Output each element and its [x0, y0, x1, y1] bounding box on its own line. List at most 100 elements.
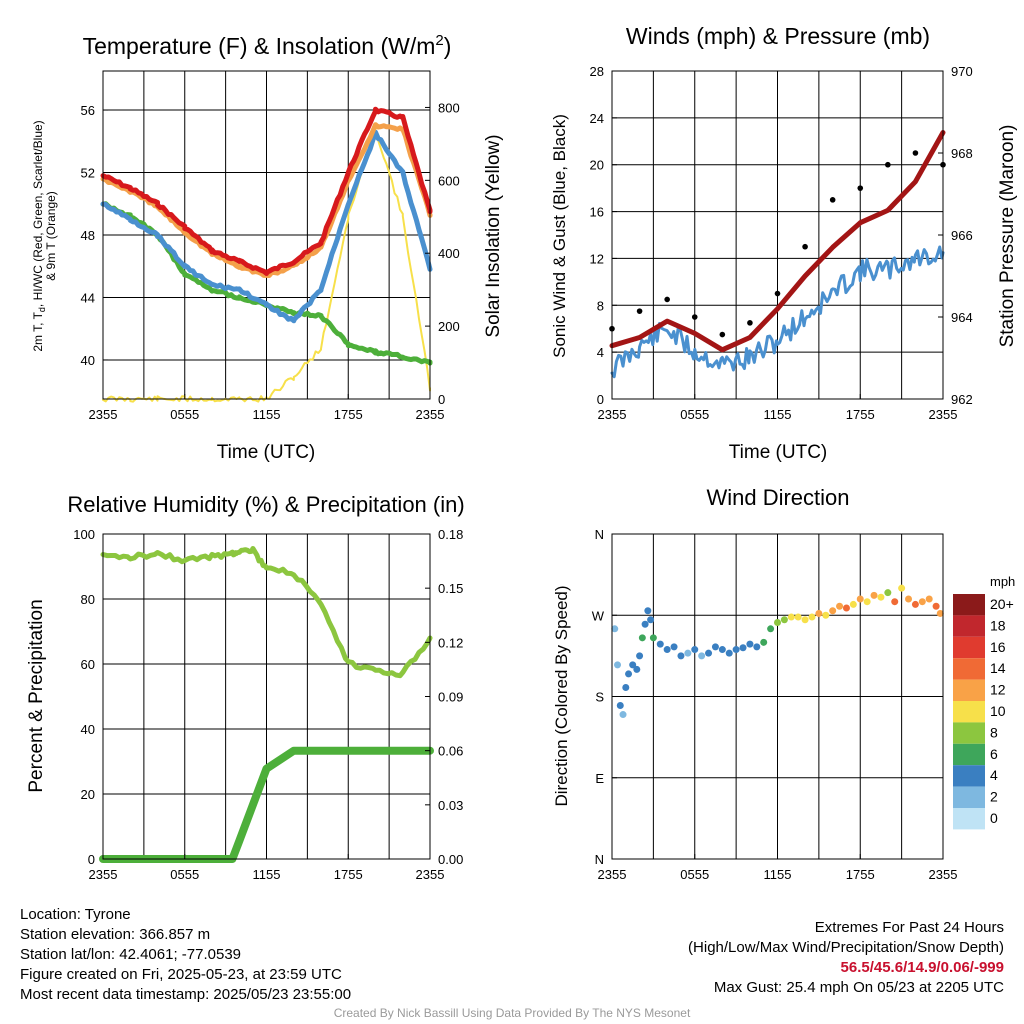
- speed-legend-label: 0: [990, 810, 998, 826]
- direction-point: [767, 625, 775, 633]
- direction-point: [705, 649, 713, 657]
- gust-point: [636, 308, 643, 314]
- direction-y-tick-label-left: W: [592, 608, 605, 623]
- temperature-y-tick-label-left: 44: [81, 290, 95, 305]
- direction-point: [732, 646, 740, 654]
- precipitation-y-tick-label-right: 0.03: [438, 798, 463, 813]
- direction-point: [677, 652, 685, 660]
- direction-point: [905, 595, 913, 603]
- winds-x-tick-label: 2355: [929, 407, 958, 422]
- direction-y-tick-label-left: E: [595, 771, 604, 786]
- temperature-x-tick-label: 0555: [170, 407, 199, 422]
- direction-point: [718, 646, 726, 654]
- direction-point: [698, 652, 706, 660]
- station-latlon: Station lat/lon: 42.4061; -77.0539: [20, 946, 242, 963]
- pressure-y-axis-label: Station Pressure (Maroon): [997, 125, 1018, 348]
- temperature-y-tick-label-left: 52: [81, 166, 95, 181]
- speed-legend-swatch: [953, 658, 985, 680]
- direction-point: [936, 609, 944, 617]
- winds-y-tick-label-left: 16: [590, 205, 604, 220]
- speed-legend-label: 14: [990, 660, 1006, 676]
- humidity-x-tick-label: 1755: [334, 867, 363, 882]
- speed-legend-label: 6: [990, 746, 998, 762]
- recent-data-timestamp: Most recent data timestamp: 2025/05/23 2…: [20, 986, 352, 1003]
- temperature-y-tick-label-left: 40: [81, 353, 95, 368]
- speed-legend-swatch: [953, 765, 985, 787]
- insolation-y-tick-label-right: 200: [438, 319, 460, 334]
- station-pressure-line: [609, 130, 946, 353]
- temperature-y-tick-label-left: 48: [81, 228, 95, 243]
- winds-x-axis-label: Time (UTC): [729, 442, 828, 463]
- direction-point: [711, 643, 719, 651]
- pressure-y-tick-label-right: 964: [951, 310, 973, 325]
- humidity-panel-title: Relative Humidity (%) & Precipitation (i…: [67, 492, 464, 517]
- direction-point: [877, 593, 885, 601]
- direction-point: [787, 613, 795, 621]
- direction-point: [760, 638, 768, 646]
- winds-y-axis-label: Sonic Wind & Gust (Blue, Black): [550, 114, 569, 358]
- station-elevation: Station elevation: 366.857 m: [20, 926, 211, 943]
- precipitation-y-tick-label-right: 0.12: [438, 635, 463, 650]
- precipitation-y-tick-label-right: 0.18: [438, 527, 463, 542]
- direction-point: [780, 616, 788, 624]
- humidity-y-tick-label-left: 80: [81, 592, 95, 607]
- gust-point: [802, 243, 808, 250]
- speed-legend-swatch: [953, 743, 985, 766]
- direction-point: [884, 589, 892, 597]
- direction-x-tick-label: 2355: [929, 867, 958, 882]
- direction-point: [638, 634, 646, 642]
- speed-legend-label: 2: [990, 789, 998, 805]
- humidity-y-tick-label-left: 20: [81, 787, 95, 802]
- credit-line: Created By Nick Bassill Using Data Provi…: [333, 1006, 691, 1020]
- direction-point: [625, 670, 633, 678]
- gust-point: [747, 320, 753, 326]
- direction-point: [918, 598, 926, 606]
- direction-point: [794, 613, 802, 621]
- humidity-y-tick-label-left: 60: [81, 657, 95, 672]
- winds-x-tick-label: 1755: [846, 407, 875, 422]
- direction-point: [856, 595, 864, 603]
- extremes-title: Extremes For Past 24 Hours: [814, 919, 1004, 936]
- winds-y-tick-label-left: 8: [597, 298, 604, 313]
- gust-point: [691, 314, 698, 320]
- winds-y-tick-label-left: 20: [590, 158, 604, 173]
- direction-point: [911, 600, 919, 608]
- speed-legend-swatch: [953, 808, 985, 830]
- insolation-y-tick-label-right: 600: [438, 173, 460, 188]
- temperature-series-line: [100, 129, 433, 324]
- temperature-x-tick-label: 2355: [416, 407, 445, 422]
- direction-point: [616, 702, 624, 710]
- direction-point: [684, 649, 692, 657]
- humidity-y-axis-label: Percent & Precipitation: [26, 599, 47, 792]
- direction-point: [633, 665, 641, 673]
- relative-humidity-line: [100, 546, 433, 679]
- direction-point: [808, 613, 816, 621]
- insolation-y-axis-label: Solar Insolation (Yellow): [483, 134, 504, 337]
- temperature-series-line: [100, 106, 433, 276]
- winds-y-tick-label-left: 12: [590, 251, 604, 266]
- extremes-description: (High/Low/Max Wind/Precipitation/Snow De…: [688, 939, 1004, 956]
- gust-point: [719, 331, 726, 338]
- humidity-panel: Relative Humidity (%) & Precipitation (i…: [26, 492, 465, 882]
- winds-y-tick-label-left: 4: [597, 345, 604, 360]
- winds-y-tick-label-left: 24: [590, 111, 604, 126]
- winds-y-tick-label-left: 28: [590, 64, 604, 79]
- precipitation-y-tick-label-right: 0.00: [438, 852, 463, 867]
- temperature-y-tick-label-left: 56: [81, 103, 95, 118]
- direction-x-tick-label: 0555: [680, 867, 709, 882]
- winds-panel-title: Winds (mph) & Pressure (mb): [626, 23, 930, 49]
- gust-point: [885, 161, 891, 168]
- insolation-y-tick-label-right: 800: [438, 100, 460, 115]
- direction-panel: Wind Direction Direction (Colored By Spe…: [552, 485, 1015, 882]
- humidity-y-tick-label-left: 0: [88, 852, 95, 867]
- direction-point: [656, 640, 664, 648]
- winds-x-tick-label: 2355: [598, 407, 627, 422]
- wind-speed-line: [610, 245, 945, 379]
- direction-point: [636, 652, 644, 660]
- humidity-x-tick-label: 0555: [170, 867, 199, 882]
- speed-legend-swatch: [953, 615, 985, 637]
- direction-point: [739, 644, 747, 652]
- extremes-values: 56.5/45.6/14.9/0.06/-999: [840, 959, 1004, 976]
- direction-point: [753, 643, 761, 651]
- humidity-y-tick-label-left: 40: [81, 722, 95, 737]
